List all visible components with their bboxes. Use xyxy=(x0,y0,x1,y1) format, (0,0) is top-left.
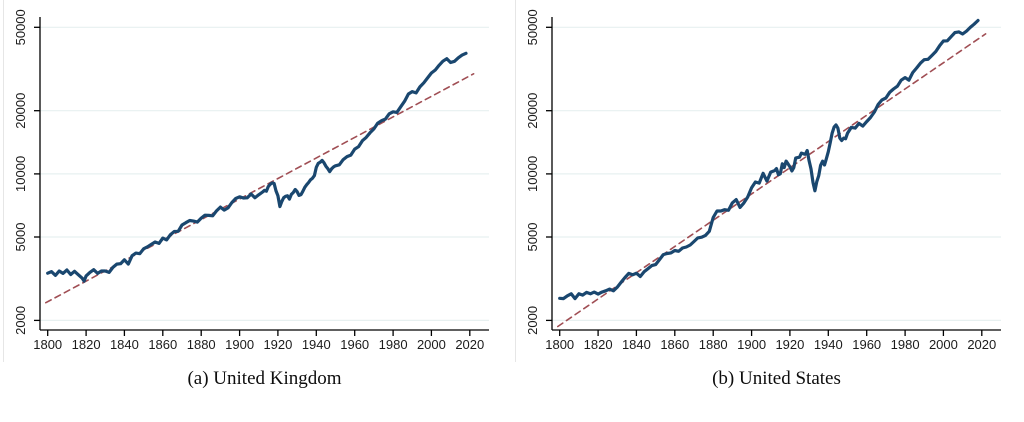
y-tick-label: 5000 xyxy=(525,223,540,252)
x-tick-label: 1880 xyxy=(699,337,728,352)
x-tick-label: 2000 xyxy=(929,337,958,352)
y-tick-label: 2000 xyxy=(13,306,28,335)
x-tick-label: 1820 xyxy=(584,337,613,352)
y-tick-label: 20000 xyxy=(13,93,28,129)
trend-line xyxy=(44,73,475,304)
x-tick-label: 1960 xyxy=(340,337,369,352)
y-tick-label: 2000 xyxy=(525,306,540,335)
trend-line xyxy=(556,33,987,328)
x-tick-label: 1960 xyxy=(852,337,881,352)
x-tick-label: 1860 xyxy=(660,337,689,352)
gdp-per-person-line xyxy=(558,18,980,301)
caption-us: (b) United States xyxy=(712,368,841,389)
uk-gdp-chart: 2000 5000 10000 20000 50000 1800 1820 1840 1860 1… xyxy=(13,9,489,352)
x-tick-label: 1840 xyxy=(622,337,651,352)
panel-left-border xyxy=(3,0,4,362)
x-tick-label: 1940 xyxy=(814,337,843,352)
x-tick-label: 1900 xyxy=(225,337,254,352)
panel-left-border xyxy=(515,0,516,362)
x-tick-label: 1980 xyxy=(379,337,408,352)
x-tick-label: 1880 xyxy=(187,337,216,352)
x-tick-label: 1840 xyxy=(110,337,139,352)
x-tick-label: 2020 xyxy=(967,337,996,352)
x-tick-label: 1820 xyxy=(72,337,101,352)
x-tick-label: 1900 xyxy=(737,337,766,352)
y-tick-label: 50000 xyxy=(13,9,28,45)
caption-uk: (a) United Kingdom xyxy=(187,368,342,389)
x-tick-label: 1940 xyxy=(302,337,331,352)
x-tick-label: 1920 xyxy=(263,337,292,352)
gdp-per-person-line xyxy=(46,51,468,283)
x-tick-label: 1980 xyxy=(891,337,920,352)
y-tick-label: 10000 xyxy=(13,156,28,192)
x-tick-label: 1800 xyxy=(545,337,574,352)
y-tick-label: 5000 xyxy=(13,223,28,252)
x-tick-label: 2020 xyxy=(455,337,484,352)
x-tick-label: 2000 xyxy=(417,337,446,352)
x-tick-label: 1860 xyxy=(148,337,177,352)
panel-united-kingdom: 2000 5000 10000 20000 50000 1800 1820 1840 1860 1… xyxy=(0,0,505,420)
panel-united-states: 2000 5000 10000 20000 50000 1800 1820 1840 1860 1… xyxy=(512,0,1017,420)
y-tick-label: 20000 xyxy=(525,93,540,129)
y-tick-label: 10000 xyxy=(525,156,540,192)
x-tick-label: 1800 xyxy=(33,337,62,352)
x-tick-label: 1920 xyxy=(775,337,804,352)
us-gdp-chart: 2000 5000 10000 20000 50000 1800 1820 1840 1860 1… xyxy=(525,9,1001,352)
y-tick-label: 50000 xyxy=(525,9,540,45)
